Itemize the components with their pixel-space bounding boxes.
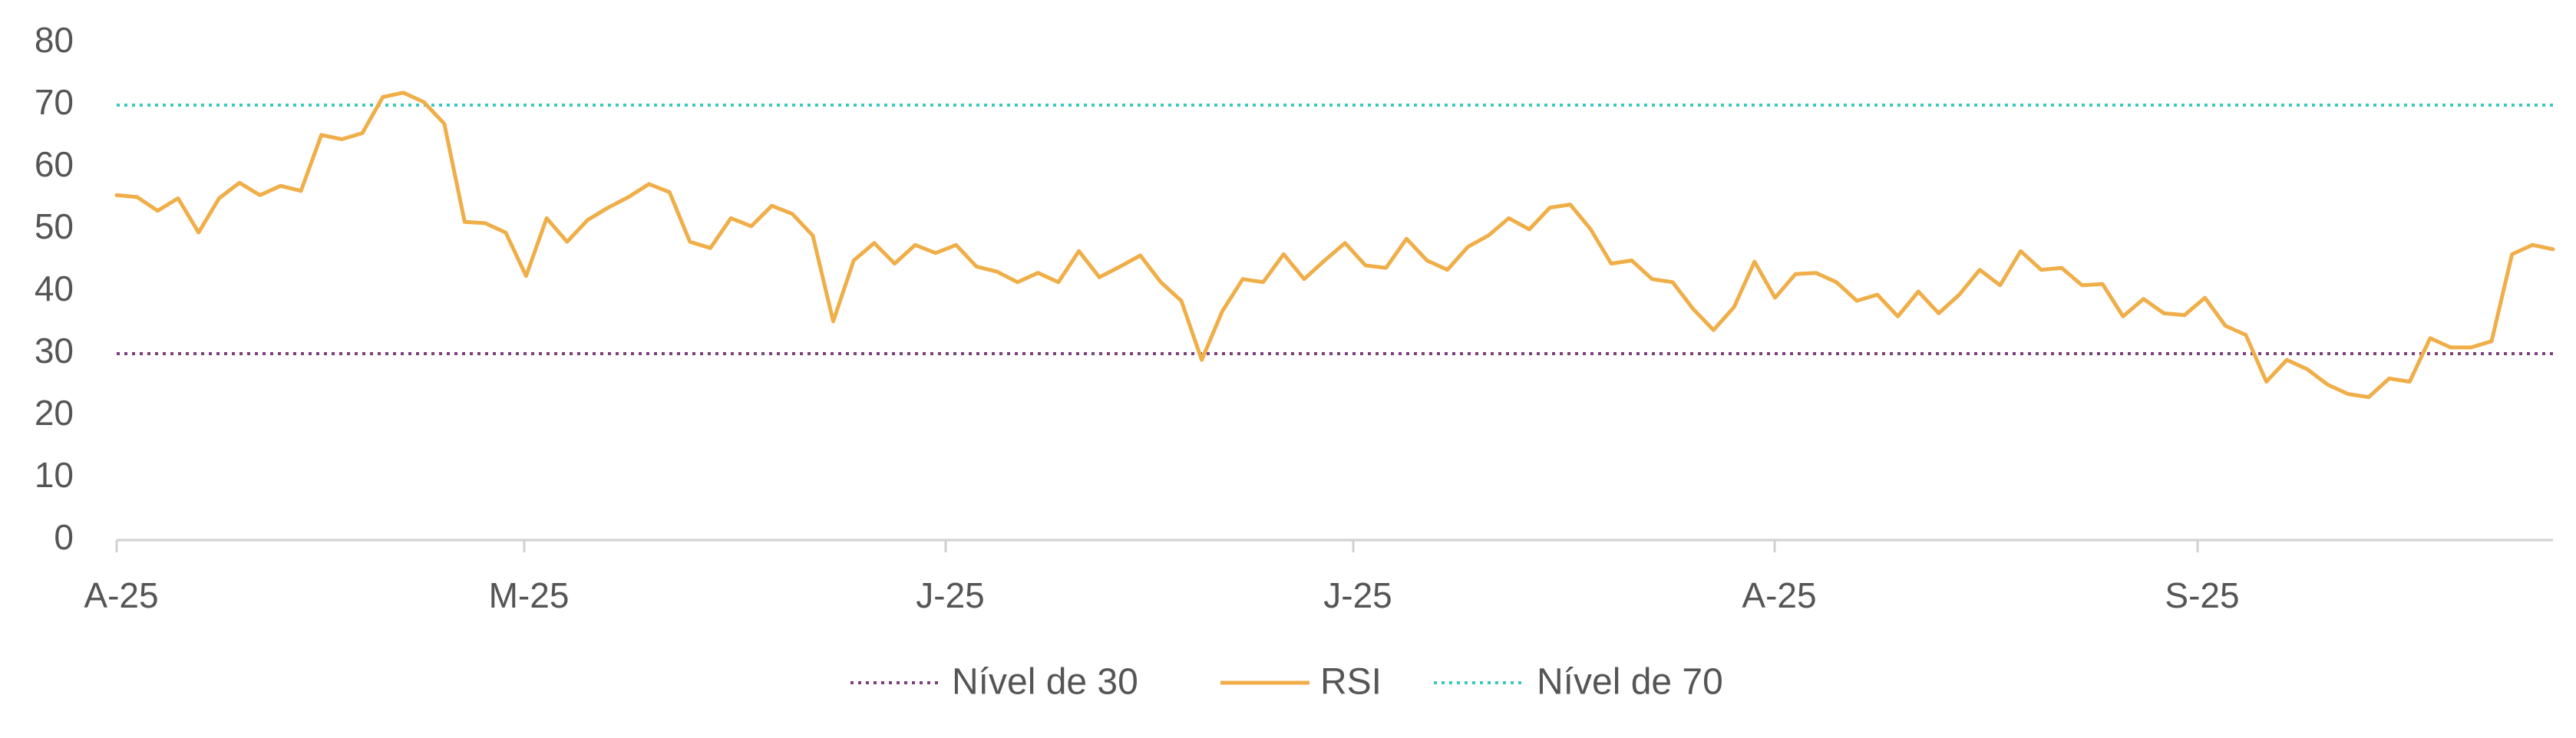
legend-item-level-30: Nível de 30 [850,662,1138,703]
x-tick-label: A-25 [1742,575,1816,615]
x-axis-ticks [115,540,2199,552]
y-tick-label: 30 [35,331,74,371]
legend-label-level-70: Nível de 70 [1537,662,1723,703]
y-tick-label: 50 [35,206,74,246]
legend-label-rsi: RSI [1320,662,1382,703]
y-tick-label: 60 [35,144,74,184]
y-tick-label: 70 [35,82,74,122]
y-tick-label: 0 [54,517,74,557]
x-axis-labels: A-25 M-25 J-25 J-25 A-25 S-25 [84,575,2239,615]
y-tick-label: 80 [35,20,74,60]
legend-item-level-70: Nível de 70 [1434,662,1723,703]
y-tick-label: 10 [35,455,74,495]
x-tick-label: A-25 [84,575,158,615]
x-tick-label: S-25 [2165,575,2239,615]
rsi-line [114,91,2555,400]
legend: Nível de 30 RSI Nível de 70 [850,662,1723,703]
y-tick-label: 20 [35,393,74,433]
y-axis-labels: 0 10 20 30 40 50 60 70 80 [35,20,74,557]
x-tick-label: M-25 [489,575,570,615]
x-tick-label: J-25 [1323,575,1392,615]
y-tick-label: 40 [35,269,74,308]
legend-item-rsi: RSI [1220,662,1382,703]
x-tick-label: J-25 [916,575,984,615]
legend-label-level-30: Nível de 30 [952,662,1138,703]
